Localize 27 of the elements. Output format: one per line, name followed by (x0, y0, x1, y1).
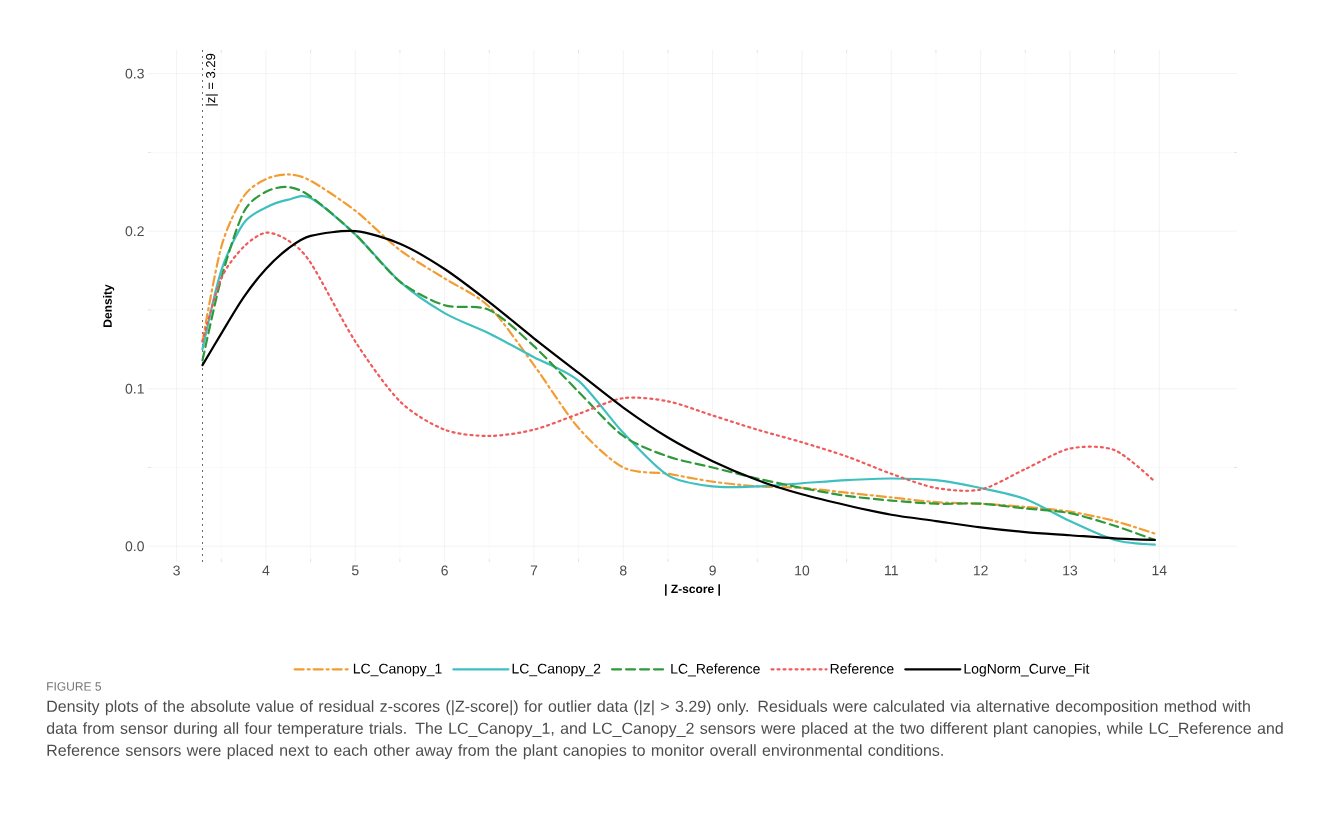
x-tick-label: 5 (351, 565, 359, 576)
x-tick-label: 8 (619, 565, 627, 576)
ref-line-label: |z| = 3.29 (205, 53, 218, 106)
x-tick-label: 7 (530, 565, 538, 576)
caption: FIGURE 5 (47, 682, 102, 691)
x-tick-label: 6 (441, 565, 448, 576)
text: Density plots of the absolute value of residual z-scores (|Z-score|) for outlier data (|z| > 3.29) only. Residuals were calculated via alternative decomposition method with data from sensor during all four temperature trials. The LC_Canopy_1, and LC_Canopy_2 sensors were placed at the two different plant canopies, while LC_Reference and Reference sensors were placed next to each other away from the plant canopies to monitor overall environmental conditions. (46, 700, 1283, 760)
legend-label: LC_Canopy_2 (512, 663, 601, 677)
x-tick-label: 9 (709, 565, 716, 576)
y-tick-label: 0.3 (125, 68, 144, 79)
legend-label: LC_Canopy_1 (353, 663, 442, 677)
x-axis-title: | Z-score | (665, 584, 720, 596)
x-tick-label: 12 (973, 565, 988, 576)
y-axis-title: Density (102, 284, 115, 327)
legend-label: LogNorm_Curve_Fit (964, 663, 1090, 677)
y-tick-label: 0.2 (125, 226, 144, 237)
x-tick-label: 10 (795, 565, 810, 576)
x-tick-label: 11 (885, 565, 898, 576)
x-tick-label: 13 (1063, 565, 1078, 576)
x-tick-label: 14 (1152, 565, 1167, 576)
line-series (201, 231, 1156, 492)
legend-label: LC_Reference (671, 663, 760, 677)
legend-label: Reference (830, 663, 894, 674)
y-tick-label: 0.1 (125, 383, 144, 394)
x-tick-label: 4 (262, 565, 270, 576)
x-tick-label: 3 (173, 565, 180, 576)
y-tick-label: 0.0 (125, 541, 144, 552)
